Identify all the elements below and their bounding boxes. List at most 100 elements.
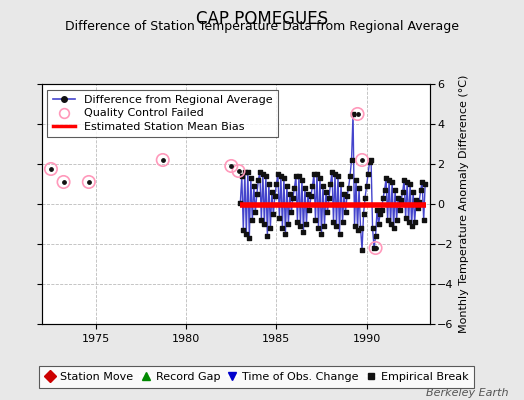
Point	[358, 247, 366, 253]
Point	[293, 219, 302, 225]
Point	[334, 173, 342, 179]
Point	[239, 227, 247, 233]
Point	[406, 181, 414, 187]
Point	[265, 181, 273, 187]
Point	[159, 157, 167, 163]
Point	[370, 245, 378, 251]
Point	[409, 189, 417, 195]
Point	[392, 217, 401, 223]
Point	[294, 173, 303, 179]
Point	[280, 175, 288, 181]
Point	[323, 209, 332, 215]
Point	[389, 225, 398, 231]
Point	[364, 171, 372, 177]
Point	[274, 171, 282, 177]
Point	[401, 215, 410, 221]
Point	[292, 173, 300, 179]
Point	[326, 181, 335, 187]
Point	[263, 233, 271, 239]
Point	[59, 179, 68, 185]
Point	[266, 225, 275, 231]
Point	[299, 229, 308, 235]
Point	[372, 233, 380, 239]
Point	[329, 219, 337, 225]
Point	[374, 221, 383, 227]
Point	[237, 173, 246, 179]
Point	[367, 157, 375, 163]
Point	[275, 215, 283, 221]
Point	[405, 219, 413, 225]
Point	[376, 211, 384, 217]
Point	[287, 209, 296, 215]
Point	[84, 179, 93, 185]
Point	[260, 221, 268, 227]
Point	[356, 225, 365, 231]
Point	[316, 175, 324, 181]
Point	[347, 157, 356, 163]
Point	[47, 166, 55, 172]
Point	[418, 179, 427, 185]
Point	[373, 207, 381, 213]
Point	[337, 181, 345, 187]
Point	[234, 168, 243, 174]
Point	[308, 183, 316, 189]
Point	[245, 235, 254, 241]
Point	[283, 183, 291, 189]
Point	[241, 169, 249, 175]
Point	[234, 168, 243, 174]
Point	[385, 177, 394, 183]
Point	[403, 179, 411, 185]
Point	[339, 219, 347, 225]
Point	[349, 111, 357, 117]
Point	[254, 177, 263, 183]
Point	[272, 181, 280, 187]
Legend: Station Move, Record Gap, Time of Obs. Change, Empirical Break: Station Move, Record Gap, Time of Obs. C…	[39, 366, 474, 388]
Point	[256, 169, 264, 175]
Point	[343, 193, 351, 199]
Point	[314, 225, 323, 231]
Point	[317, 231, 325, 237]
Point	[386, 221, 395, 227]
Point	[159, 157, 167, 163]
Point	[346, 173, 354, 179]
Point	[368, 225, 377, 231]
Point	[377, 207, 386, 213]
Point	[307, 193, 315, 199]
Point	[379, 195, 387, 201]
Point	[249, 183, 258, 189]
Point	[394, 195, 402, 201]
Point	[313, 171, 321, 177]
Point	[355, 185, 363, 191]
Point	[289, 195, 297, 201]
Point	[244, 169, 252, 175]
Point	[391, 187, 399, 193]
Point	[412, 197, 420, 203]
Point	[331, 171, 339, 177]
Point	[420, 217, 428, 223]
Point	[281, 231, 290, 237]
Point	[84, 179, 93, 185]
Point	[400, 177, 408, 183]
Text: CAP POMEGUES: CAP POMEGUES	[196, 10, 328, 28]
Point	[242, 231, 250, 237]
Point	[319, 183, 327, 189]
Point	[397, 197, 406, 203]
Point	[227, 163, 235, 169]
Point	[296, 223, 304, 229]
Point	[344, 185, 353, 191]
Point	[328, 169, 336, 175]
Point	[353, 111, 362, 117]
Point	[361, 195, 369, 201]
Point	[413, 205, 422, 211]
Point	[59, 179, 68, 185]
Point	[415, 199, 423, 205]
Point	[284, 221, 292, 227]
Point	[396, 207, 404, 213]
Point	[388, 179, 396, 185]
Point	[305, 207, 314, 213]
Point	[384, 217, 392, 223]
Point	[268, 189, 276, 195]
Point	[410, 219, 419, 225]
Point	[286, 191, 294, 197]
Point	[380, 187, 389, 193]
